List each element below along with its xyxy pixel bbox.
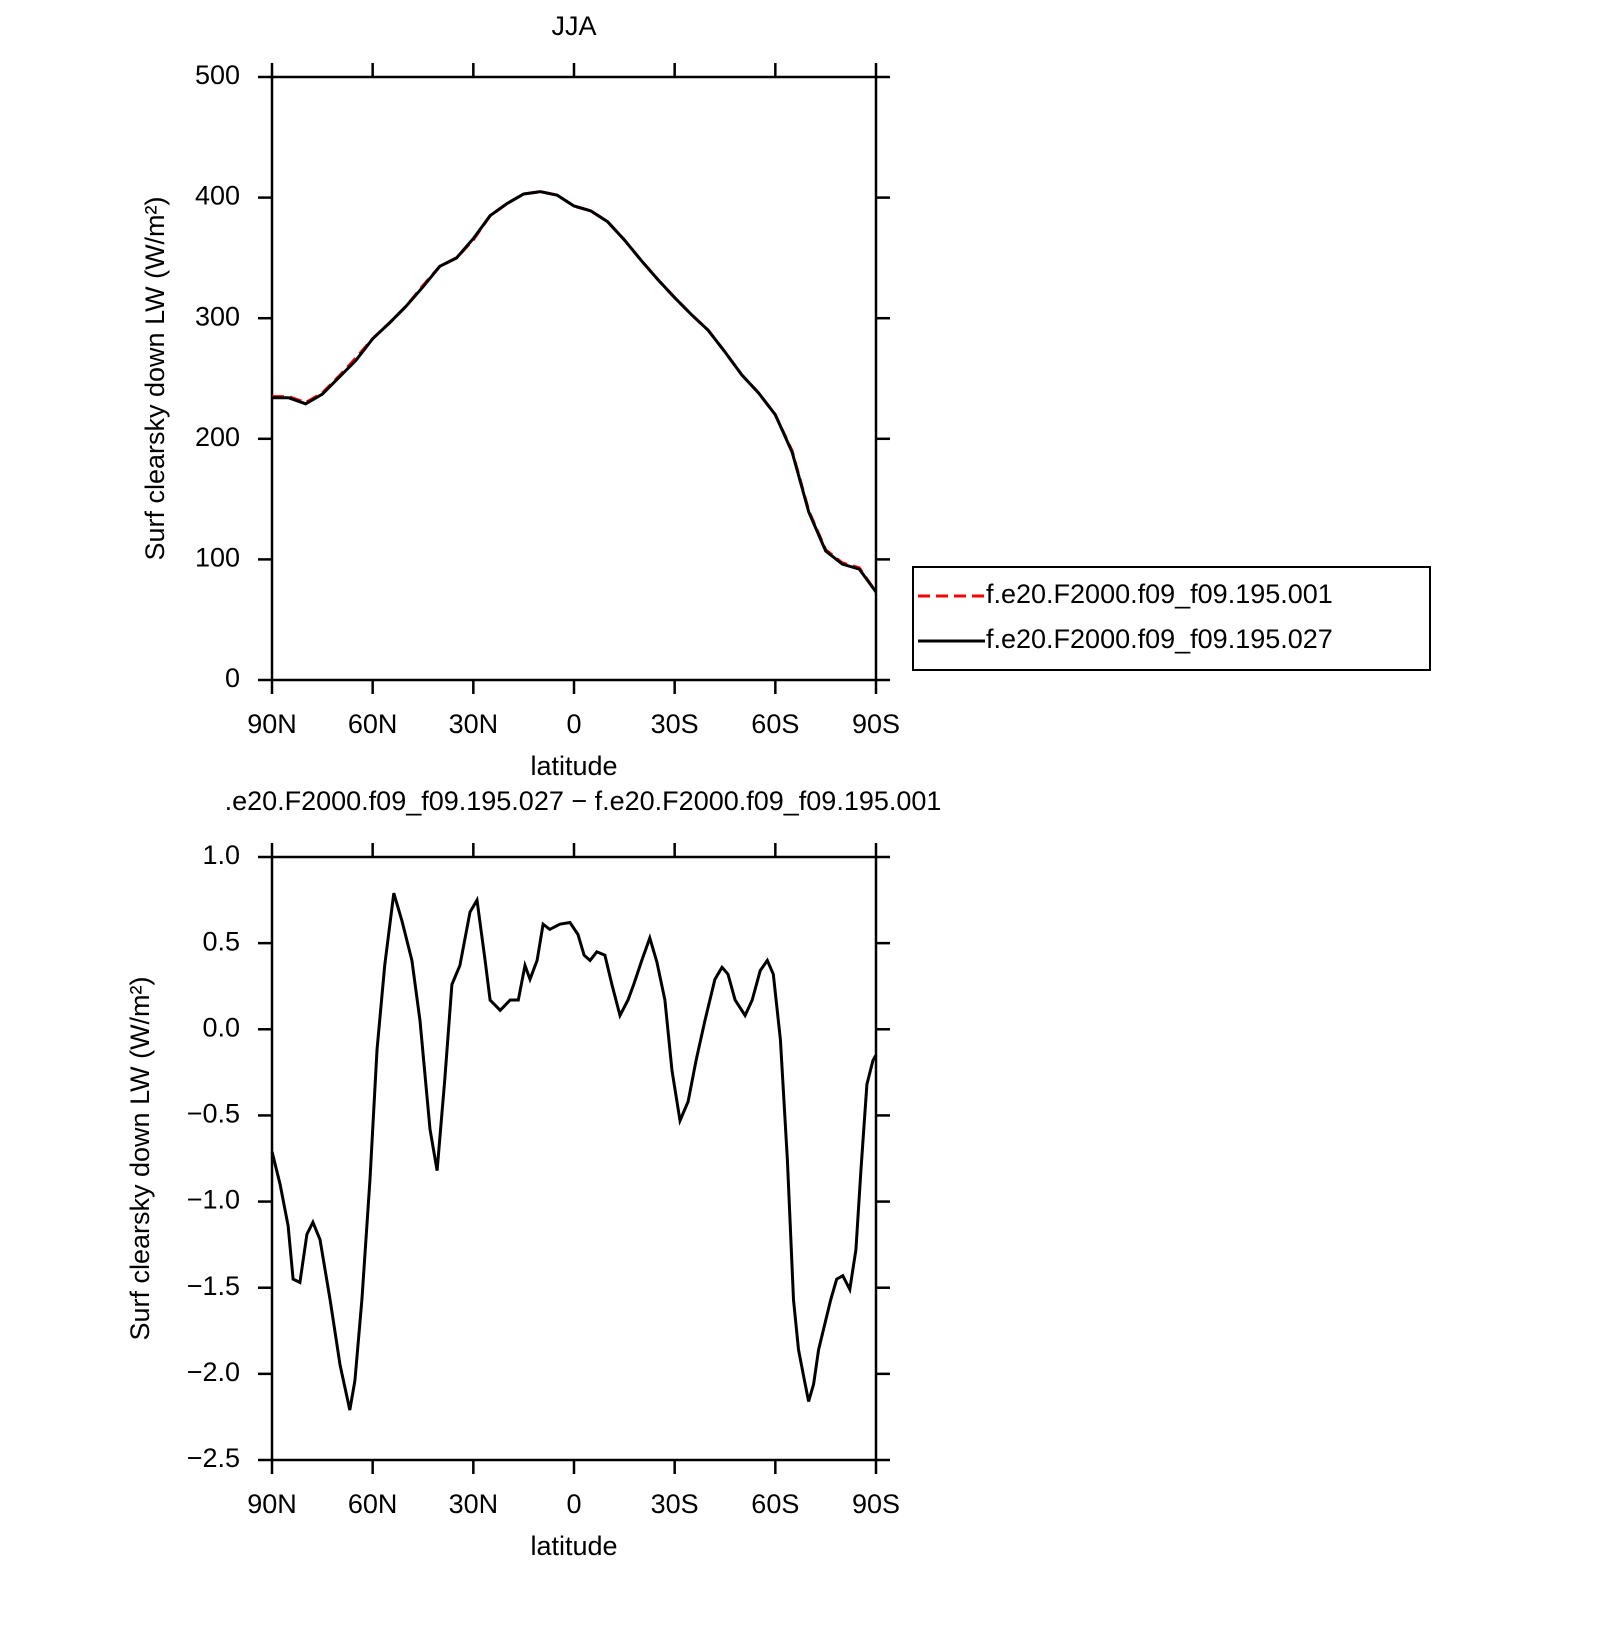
data-line — [272, 190, 878, 593]
data-line — [272, 190, 878, 593]
y-tick-label: 400 — [195, 181, 240, 211]
x-tick-label: 90N — [247, 1489, 297, 1519]
y-tick-label: −2.0 — [187, 1357, 240, 1387]
y-tick-label: 0 — [225, 663, 240, 693]
y-tick-label: −1.5 — [187, 1271, 240, 1301]
y-tick-label: 0.0 — [202, 1012, 240, 1042]
y-tick-label: 500 — [195, 60, 240, 90]
x-tick-label: 90N — [247, 709, 297, 739]
x-axis-label: latitude — [530, 1531, 617, 1561]
x-tick-label: 90S — [852, 1489, 900, 1519]
legend-box — [912, 566, 1431, 671]
y-tick-label: −0.5 — [187, 1099, 240, 1129]
legend-label: f.e20.F2000.f09_f09.195.001 — [986, 579, 1333, 609]
y-tick-label: 100 — [195, 543, 240, 573]
x-tick-label: 30S — [651, 1489, 699, 1519]
x-tick-label: 30N — [449, 709, 499, 739]
x-tick-label: 60N — [348, 1489, 398, 1519]
legend-label: f.e20.F2000.f09_f09.195.027 — [986, 624, 1333, 654]
x-tick-label: 0 — [566, 709, 581, 739]
y-tick-label: 1.0 — [202, 840, 240, 870]
x-tick-label: 60S — [751, 709, 799, 739]
plot-frame — [270, 75, 878, 682]
x-axis-label: latitude — [530, 751, 617, 781]
x-tick-label: 60S — [751, 1489, 799, 1519]
data-line — [270, 892, 878, 1411]
x-tick-label: 30N — [449, 1489, 499, 1519]
x-tick-label: 60N — [348, 709, 398, 739]
y-tick-label: −2.5 — [187, 1443, 240, 1473]
y-axis-label: Surf clearsky down LW (W/m²) — [140, 196, 170, 560]
y-tick-label: 200 — [195, 422, 240, 452]
x-tick-label: 0 — [566, 1489, 581, 1519]
y-tick-label: −1.0 — [187, 1185, 240, 1215]
x-tick-label: 30S — [651, 709, 699, 739]
y-tick-label: 300 — [195, 301, 240, 331]
x-tick-label: 90S — [852, 709, 900, 739]
y-axis-label: Surf clearsky down LW (W/m²) — [125, 976, 155, 1340]
plot-frame — [270, 855, 878, 1462]
y-tick-label: 0.5 — [202, 926, 240, 956]
chart-title: .e20.F2000.f09_f09.195.027 − f.e20.F2000… — [225, 786, 942, 816]
chart-title: JJA — [551, 11, 596, 41]
